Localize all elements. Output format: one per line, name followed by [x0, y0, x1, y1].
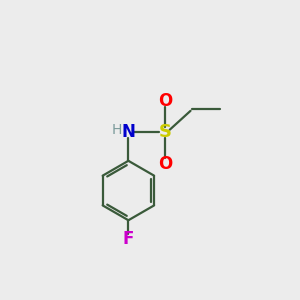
Text: F: F [123, 230, 134, 248]
Text: O: O [158, 154, 172, 172]
Text: N: N [122, 123, 135, 141]
Text: H: H [112, 123, 122, 137]
Text: O: O [158, 92, 172, 110]
Text: S: S [158, 123, 171, 141]
